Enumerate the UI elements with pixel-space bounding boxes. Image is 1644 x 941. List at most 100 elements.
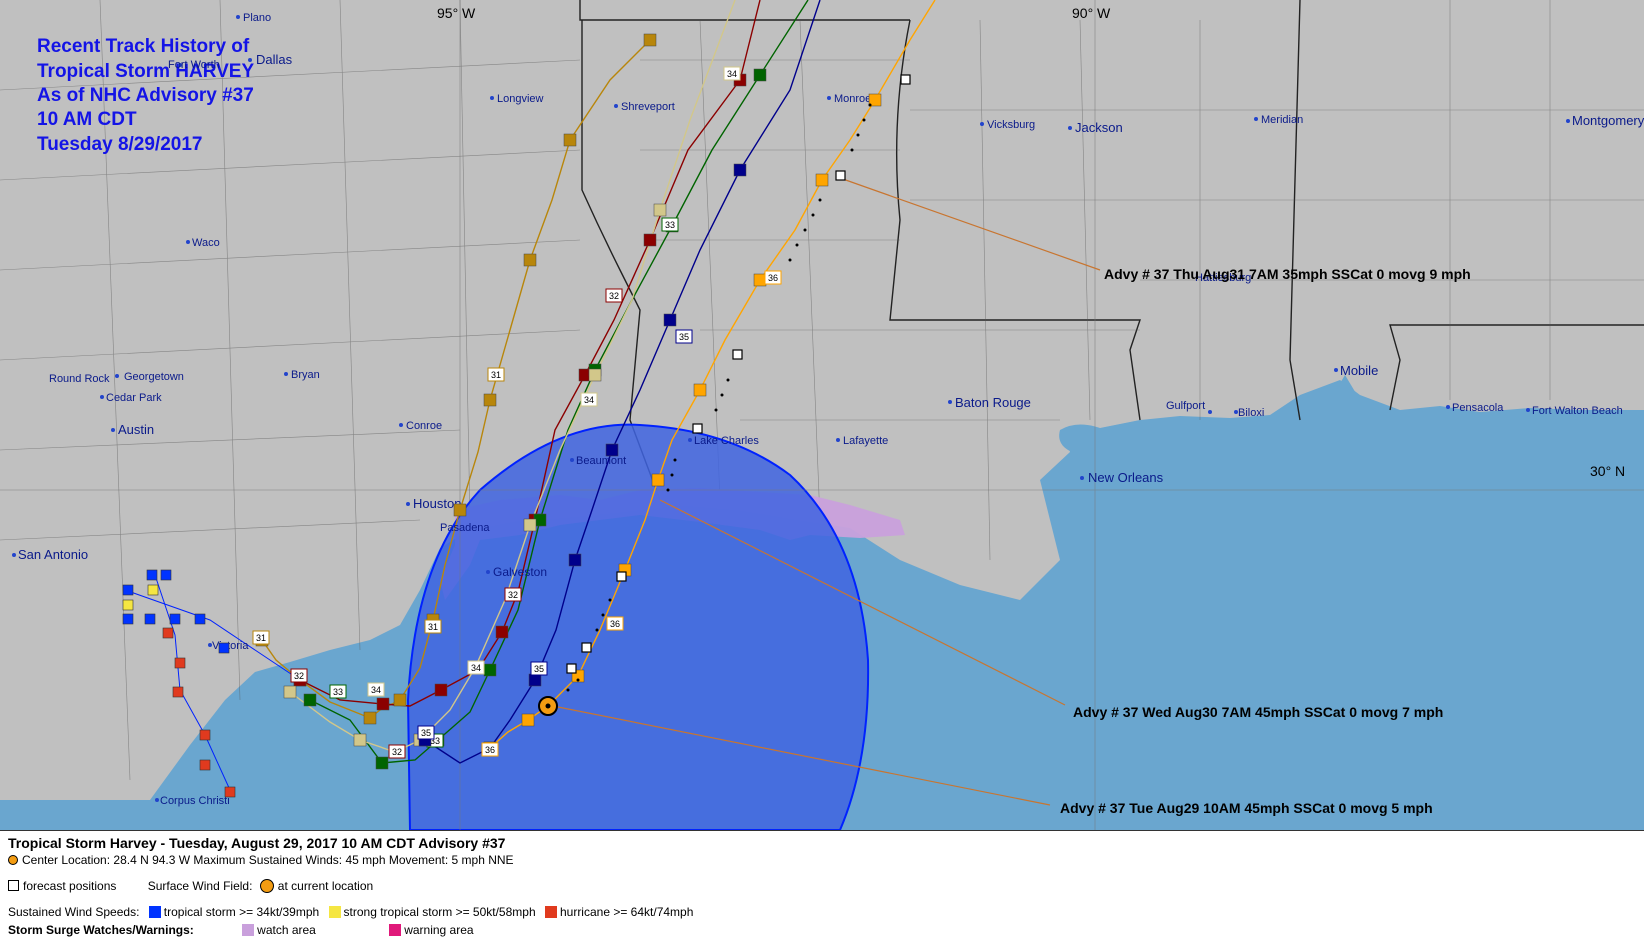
city-label: Mobile <box>1340 363 1378 378</box>
track-number-label: 34 <box>727 69 737 79</box>
track-position-35 <box>528 673 542 687</box>
early-track-position <box>147 584 159 596</box>
early-track-position <box>144 613 156 625</box>
track-line-33 <box>309 0 809 764</box>
track-number-label: 31 <box>428 622 438 632</box>
city-labels: Plano Dallas Fort Worth Longview Shrevep… <box>12 12 1644 807</box>
title-line-2: Tropical Storm HARVEY <box>37 61 254 82</box>
early-track-position <box>199 729 211 741</box>
track-number-label: 33 <box>333 687 343 697</box>
track-number-label: 35 <box>534 664 544 674</box>
legend-wind-row: Sustained Wind Speeds: tropical storm >=… <box>8 905 693 919</box>
track-position-36 <box>753 273 767 287</box>
track-position-35 <box>568 553 582 567</box>
lake-pontchartrain <box>1059 424 1110 455</box>
legend-center-row: Center Location: 28.4 N 94.3 W Maximum S… <box>8 853 514 867</box>
city-label: Biloxi <box>1238 407 1264 419</box>
current-location-icon <box>259 879 274 893</box>
forecast-position-icon <box>8 880 19 891</box>
track-position-34 <box>588 368 602 382</box>
city-label: New Orleans <box>1088 470 1164 485</box>
track-position-31 <box>453 503 467 517</box>
forecast-position <box>616 571 627 582</box>
city-label: Dallas <box>256 52 293 67</box>
track-position-36 <box>693 383 707 397</box>
track-number-box <box>764 270 782 285</box>
city-label: Bryan <box>291 369 320 381</box>
early-track-position <box>172 686 184 698</box>
legend-surge-row: Storm Surge Watches/Warnings: watch area… <box>8 923 474 937</box>
title-line-5: Tuesday 8/29/2017 <box>37 134 202 155</box>
track-position-34 <box>523 518 537 532</box>
forecast-position <box>900 74 911 85</box>
track-number-label: 32 <box>609 291 619 301</box>
track-number-label: 33 <box>430 736 440 746</box>
city-label: Conroe <box>406 420 442 432</box>
track-position-33 <box>483 663 497 677</box>
track-position-32 <box>434 683 448 697</box>
track-number-box <box>605 288 623 303</box>
track-position-33 <box>375 756 389 770</box>
city-label: Fort Worth <box>168 59 220 71</box>
hu-swatch <box>544 906 557 918</box>
forecast-position <box>581 642 592 653</box>
track-position-35 <box>733 163 747 177</box>
advisory-label-tue: Advy # 37 Tue Aug29 10AM 45mph SSCat 0 m… <box>1060 800 1433 816</box>
track-position-36 <box>815 173 829 187</box>
warning-area-label: warning area <box>404 923 474 937</box>
watch-area-label: watch area <box>257 923 316 937</box>
forecast-positions <box>566 74 911 674</box>
track-number-label: 31 <box>491 370 501 380</box>
city-label: Round Rock <box>49 373 110 385</box>
advisory-label-thu: Advy # 37 Thu Aug31 7AM 35mph SSCat 0 mo… <box>1104 266 1471 282</box>
city-label: Houston <box>413 496 461 511</box>
track-number-label: 33 <box>665 220 675 230</box>
city-label: Waco <box>192 237 220 249</box>
warning-swatch <box>389 924 402 936</box>
track-position-36 <box>651 473 665 487</box>
title-line-3: As of NHC Advisory #37 <box>37 85 254 106</box>
track-number-box <box>290 668 308 683</box>
track-position-32 <box>495 625 509 639</box>
track-number-label: 35 <box>421 728 431 738</box>
city-label: Corpus Christi <box>160 795 230 807</box>
early-track-position <box>169 613 181 625</box>
early-track-position <box>218 642 230 654</box>
track-position-36 <box>868 93 882 107</box>
title-line-4: 10 AM CDT <box>37 109 137 130</box>
city-label: Beaumont <box>576 455 626 467</box>
forecast-position <box>692 423 703 434</box>
city-label: Meridian <box>1261 114 1303 126</box>
city-label: Hattiesburg <box>1195 272 1251 284</box>
storm-track-map: Recent Track History of Tropical Storm H… <box>0 0 1644 830</box>
early-track-position <box>194 613 206 625</box>
city-label: Jackson <box>1075 120 1123 135</box>
track-number-box <box>417 725 435 740</box>
track-number-box <box>580 392 598 407</box>
track-position-31 <box>563 133 577 147</box>
city-label: Plano <box>243 12 271 24</box>
sts-swatch <box>328 906 341 918</box>
city-label: San Antonio <box>18 547 88 562</box>
track-number-label: 34 <box>471 663 481 673</box>
track-position-33 <box>303 693 317 707</box>
early-track-position <box>224 786 236 798</box>
track-position-35 <box>663 313 677 327</box>
state-borders <box>579 0 1644 501</box>
advisory-label-wed: Advy # 37 Wed Aug30 7AM 45mph SSCat 0 mo… <box>1073 704 1443 720</box>
early-track-position <box>146 569 158 581</box>
lon-label-90w: 90° W <box>1072 5 1111 21</box>
city-label: Lafayette <box>843 435 888 447</box>
ts-swatch <box>148 906 161 918</box>
track-number-label: 36 <box>610 619 620 629</box>
advisory-leader-lines <box>547 177 1101 806</box>
surface-wind-field-label: Surface Wind Field: <box>147 879 253 893</box>
track-number-label: 32 <box>392 747 402 757</box>
track-number-box <box>606 616 624 631</box>
track-number-box <box>661 217 679 232</box>
sts-label: strong tropical storm >= 50kt/58mph <box>343 905 536 919</box>
graticule <box>0 0 1644 830</box>
early-track-position <box>160 569 172 581</box>
lon-label-95w: 95° W <box>437 5 476 21</box>
city-label: Vicksburg <box>987 119 1035 131</box>
